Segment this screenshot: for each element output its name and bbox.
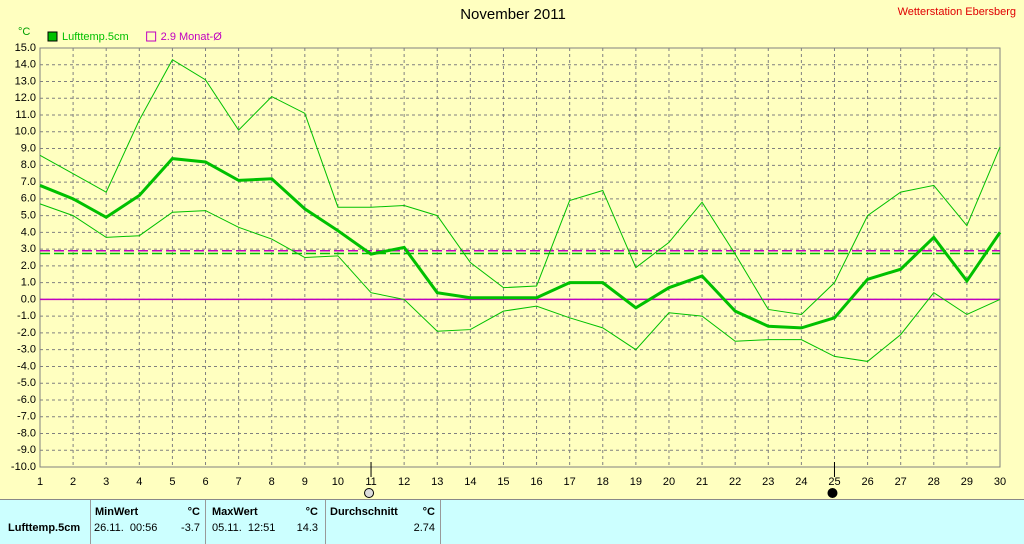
x-tick-label: 6	[202, 476, 208, 488]
x-tick-label: 9	[302, 476, 308, 488]
y-tick-label: -7.0	[17, 411, 36, 423]
y-tick-label: 13.0	[15, 75, 36, 87]
table-cell: 14.3	[296, 522, 318, 534]
y-tick-label: 1.0	[21, 277, 36, 289]
x-tick-label: 18	[597, 476, 609, 488]
table-header: MinWert	[95, 506, 139, 518]
y-tick-label: 11.0	[15, 109, 36, 121]
x-tick-label: 17	[564, 476, 576, 488]
legend-label: 2.9 Monat-Ø	[161, 31, 223, 43]
y-tick-label: -6.0	[17, 394, 36, 406]
y-tick-label: -10.0	[11, 461, 36, 473]
y-unit: °C	[18, 26, 30, 38]
stats-table: MinWert °C MaxWert °C Durchschnitt °C Lufttemp…	[0, 499, 1024, 544]
y-tick-label: 2.0	[21, 260, 36, 272]
x-tick-label: 11	[365, 476, 376, 488]
x-tick-label: 8	[269, 476, 275, 488]
y-tick-label: -2.0	[17, 327, 36, 339]
x-tick-label: 13	[431, 476, 443, 488]
series-line	[39, 203, 1001, 362]
x-tick-label: 4	[136, 476, 142, 488]
series-line	[39, 157, 1002, 330]
table-cell: 26.11. 00:56	[94, 522, 158, 534]
y-tick-label: 5.0	[21, 210, 36, 222]
x-tick-label: 21	[696, 476, 708, 488]
column-separator	[440, 500, 441, 544]
y-tick-label: -4.0	[17, 360, 36, 372]
y-tick-label: 6.0	[21, 193, 36, 205]
legend-label: Lufttemp.5cm	[62, 31, 129, 43]
y-tick-label: 10.0	[15, 126, 36, 138]
table-header: °C	[187, 506, 200, 518]
y-tick-label: 3.0	[21, 243, 36, 255]
x-tick-label: 27	[895, 476, 907, 488]
x-tick-label: 26	[861, 476, 873, 488]
table-cell: 05.11. 12:51	[212, 522, 276, 534]
x-tick-label: 5	[169, 476, 175, 488]
legend-swatch	[146, 31, 157, 42]
x-tick-label: 25	[828, 476, 840, 488]
moon-marker	[364, 488, 375, 498]
legend-swatch	[47, 31, 58, 42]
y-tick-label: 15.0	[15, 42, 36, 54]
x-tick-label: 2	[70, 476, 76, 488]
y-tick-label: 4.0	[21, 226, 36, 238]
y-tick-label: 14.0	[15, 59, 36, 71]
y-tick-label: 0.0	[21, 293, 36, 305]
table-cell: -3.7	[181, 522, 200, 534]
table-header: °C	[422, 506, 435, 518]
y-tick-label: 8.0	[21, 159, 36, 171]
x-tick-label: 1	[37, 476, 43, 488]
x-tick-label: 20	[663, 476, 675, 488]
x-tick-label: 29	[961, 476, 973, 488]
moon-marker	[827, 488, 838, 498]
table-cell: 2.74	[413, 522, 435, 534]
y-tick-label: -5.0	[17, 377, 36, 389]
x-tick-label: 10	[332, 476, 344, 488]
x-tick-label: 15	[497, 476, 509, 488]
x-tick-label: 19	[630, 476, 642, 488]
column-separator	[205, 500, 206, 544]
y-tick-label: 9.0	[21, 142, 36, 154]
column-separator	[90, 500, 91, 544]
station-name: Wetterstation Ebersberg	[898, 6, 1016, 18]
x-tick-label: 30	[994, 476, 1006, 488]
table-header: Durchschnitt	[330, 506, 398, 518]
table-header: MaxWert	[212, 506, 258, 518]
y-tick-label: -1.0	[17, 310, 36, 322]
x-tick-label: 14	[464, 476, 476, 488]
y-tick-label: -8.0	[17, 427, 36, 439]
chart: November 2011 Wetterstation Ebersberg °C…	[11, 6, 1016, 498]
table-cell: Lufttemp.5cm	[8, 522, 81, 534]
x-tick-label: 16	[530, 476, 542, 488]
column-separator	[325, 500, 326, 544]
y-tick-label: 7.0	[21, 176, 36, 188]
x-tick-label: 24	[795, 476, 807, 488]
series-line	[39, 59, 1001, 316]
y-tick-label: 12.0	[15, 92, 36, 104]
x-tick-label: 3	[103, 476, 109, 488]
y-tick-label: -9.0	[17, 444, 36, 456]
plot-border	[39, 47, 1001, 468]
x-tick-label: 28	[928, 476, 940, 488]
x-tick-label: 7	[236, 476, 242, 488]
table-header: °C	[305, 506, 318, 518]
x-tick-label: 12	[398, 476, 410, 488]
y-tick-label: -3.0	[17, 344, 36, 356]
x-tick-label: 23	[762, 476, 774, 488]
x-tick-label: 22	[729, 476, 741, 488]
chart-title: November 2011	[460, 6, 566, 23]
